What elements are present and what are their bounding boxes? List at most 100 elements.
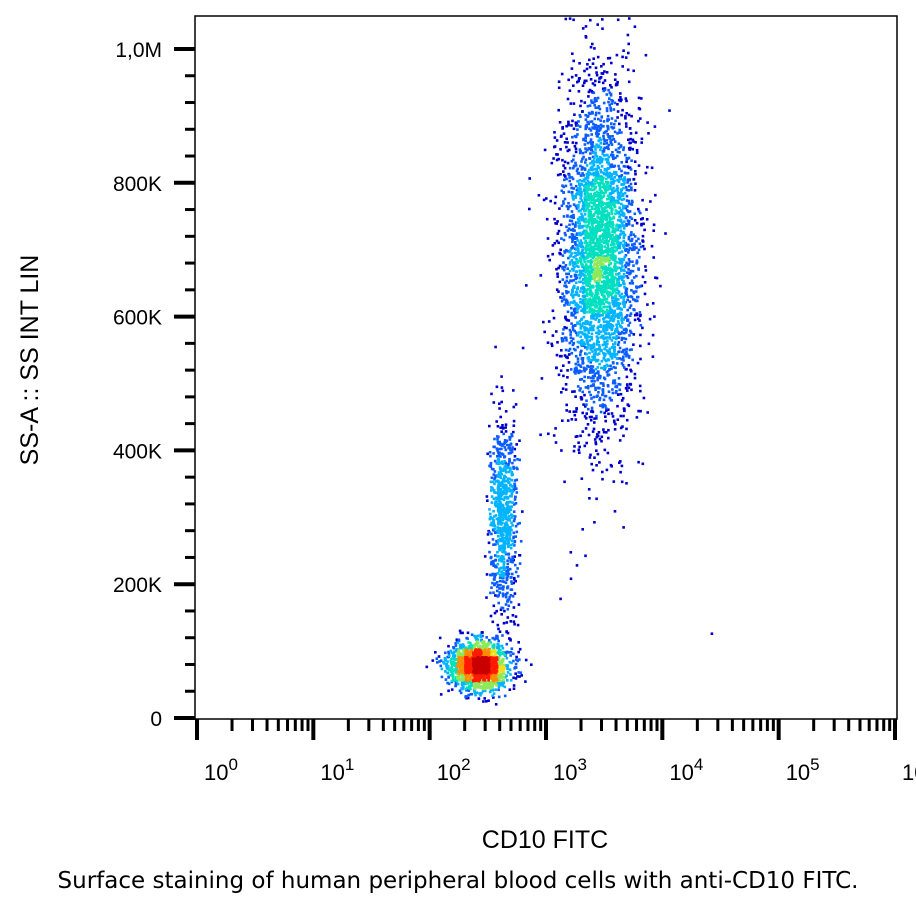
event-dot xyxy=(590,415,593,419)
event-dot xyxy=(606,57,610,60)
event-dot xyxy=(558,280,562,284)
event-dot xyxy=(496,425,500,428)
event-dot xyxy=(633,372,637,376)
event-dot xyxy=(582,343,586,346)
event-dot xyxy=(493,476,497,479)
event-dot xyxy=(630,217,634,220)
event-dot xyxy=(548,258,551,262)
event-dot xyxy=(620,464,624,468)
event-dot xyxy=(439,693,443,696)
event-dot xyxy=(627,251,630,254)
event-dot xyxy=(629,304,633,307)
event-dot xyxy=(608,291,612,294)
event-dot xyxy=(499,674,502,677)
event-dot xyxy=(461,648,465,652)
event-dot xyxy=(609,274,613,277)
event-dot xyxy=(640,97,643,100)
event-dot xyxy=(571,141,575,144)
event-dot xyxy=(591,350,594,353)
event-dot xyxy=(556,173,560,177)
event-dot xyxy=(623,341,626,344)
event-dot xyxy=(597,283,600,287)
event-dot xyxy=(584,336,587,339)
event-dot xyxy=(606,114,610,118)
event-dot xyxy=(593,117,597,121)
event-dot xyxy=(616,246,619,250)
event-dot xyxy=(634,290,638,293)
event-dot xyxy=(509,654,512,657)
event-dot xyxy=(471,675,474,678)
event-dot xyxy=(613,257,616,261)
event-dot xyxy=(567,201,570,205)
event-dot xyxy=(582,178,586,181)
event-dot xyxy=(591,145,595,148)
event-dot xyxy=(590,317,593,320)
event-dot xyxy=(587,365,591,369)
event-dot xyxy=(509,679,513,682)
event-dot xyxy=(573,309,576,313)
event-dot xyxy=(475,691,479,694)
event-dot xyxy=(554,427,557,430)
event-dot xyxy=(634,131,638,135)
event-dot xyxy=(589,255,593,258)
event-dot xyxy=(599,258,603,261)
event-dot xyxy=(610,352,613,356)
event-dot xyxy=(589,346,592,350)
event-dot xyxy=(519,540,523,543)
event-dot xyxy=(501,509,504,512)
event-dot xyxy=(576,191,579,194)
event-dot xyxy=(580,99,583,103)
event-dot xyxy=(611,314,614,318)
event-dot xyxy=(584,196,587,199)
event-dot xyxy=(575,368,578,371)
event-dot xyxy=(448,668,451,672)
event-dot xyxy=(583,294,586,298)
event-dot xyxy=(630,188,633,192)
event-dot xyxy=(490,555,493,559)
event-dot xyxy=(512,606,516,609)
event-dot xyxy=(611,391,615,395)
event-dot xyxy=(492,473,496,476)
event-dot xyxy=(480,691,483,695)
event-dot xyxy=(604,225,607,229)
event-dot xyxy=(619,414,623,418)
event-dot xyxy=(609,293,613,296)
event-dot xyxy=(618,177,621,181)
event-dot xyxy=(461,687,464,691)
event-dot xyxy=(587,273,590,276)
event-dot xyxy=(509,508,513,511)
event-dot xyxy=(590,300,593,304)
event-dot xyxy=(497,679,500,682)
event-dot xyxy=(603,316,606,320)
event-dot xyxy=(603,403,606,407)
event-dot xyxy=(456,665,460,668)
event-dot xyxy=(469,641,472,645)
event-dot xyxy=(511,524,514,527)
event-dot xyxy=(439,664,443,668)
event-dot xyxy=(611,220,614,224)
event-dot xyxy=(619,470,622,474)
event-dot xyxy=(452,646,455,649)
event-dot xyxy=(643,228,646,232)
event-dot xyxy=(514,495,517,499)
event-dot xyxy=(504,603,508,606)
event-dot xyxy=(512,419,516,423)
event-dot xyxy=(586,256,590,259)
event-dot xyxy=(567,319,571,322)
event-dot xyxy=(593,195,597,198)
event-dot xyxy=(583,346,587,349)
event-dot xyxy=(606,321,609,324)
event-dot xyxy=(626,33,630,37)
event-dot xyxy=(599,244,602,247)
event-dot xyxy=(610,202,613,206)
event-dot xyxy=(565,272,568,276)
event-dot xyxy=(455,649,458,653)
event-dot xyxy=(592,122,595,126)
event-dot xyxy=(589,213,593,216)
event-dot xyxy=(569,336,573,339)
event-dot xyxy=(595,414,598,418)
event-dot xyxy=(615,390,618,393)
event-dot xyxy=(602,125,605,128)
event-dot xyxy=(561,267,564,270)
event-dot xyxy=(478,683,481,687)
